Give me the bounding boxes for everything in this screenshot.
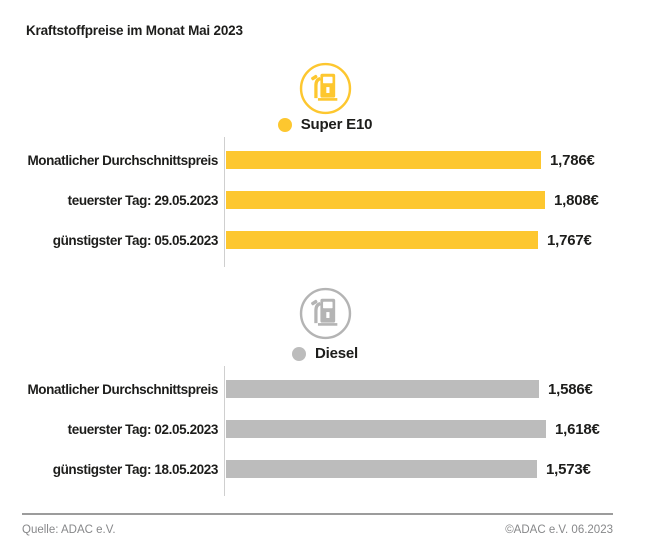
super-e10-icon-wrap (0, 62, 650, 115)
footer-divider (22, 513, 613, 515)
bar-row: günstigster Tag: 05.05.2023 1,767€ (26, 220, 650, 260)
bar-row: Monatlicher Durchschnittspreis 1,586€ (26, 369, 650, 409)
bar-value: 1,767€ (547, 231, 592, 249)
legend-label-super-e10: Super E10 (300, 116, 373, 133)
legend-dot-diesel (292, 346, 306, 361)
row-label: teuerster Tag: 02.05.2023 (67, 421, 219, 437)
bar-wrap: 1,586€ (226, 380, 593, 398)
bar (226, 460, 537, 478)
bar (226, 151, 541, 169)
bar-value: 1,573€ (546, 460, 591, 478)
bar-chart-super-e10: Monatlicher Durchschnittspreis 1,786€ te… (26, 137, 650, 267)
bar-wrap: 1,573€ (226, 460, 591, 478)
legend-diesel: Diesel (0, 345, 650, 362)
copyright-note: ©ADAC e.V. 06.2023 (505, 524, 613, 536)
legend-super-e10: Super E10 (0, 116, 650, 133)
row-label: günstigster Tag: 05.05.2023 (52, 232, 219, 248)
bar-value: 1,586€ (548, 380, 593, 398)
bar (226, 380, 539, 398)
legend-label-diesel: Diesel (315, 345, 358, 362)
page-title: Kraftstoffpreise im Monat Mai 2023 (26, 23, 243, 38)
row-label: günstigster Tag: 18.05.2023 (52, 461, 219, 477)
bar-value: 1,808€ (554, 191, 599, 209)
bar-wrap: 1,786€ (226, 151, 595, 169)
bar (226, 191, 545, 209)
row-label: teuerster Tag: 29.05.2023 (67, 192, 219, 208)
row-label: Monatlicher Durchschnittspreis (27, 381, 218, 397)
bar-wrap: 1,808€ (226, 191, 599, 209)
axis-line (224, 366, 225, 496)
bar-row: teuerster Tag: 02.05.2023 1,618€ (26, 409, 650, 449)
bar-row: Monatlicher Durchschnittspreis 1,786€ (26, 140, 650, 180)
fuel-pump-icon (299, 287, 351, 340)
fuel-pump-icon (299, 62, 351, 115)
bar-value: 1,786€ (550, 151, 595, 169)
bar-wrap: 1,767€ (226, 231, 592, 249)
bar-value: 1,618€ (555, 420, 600, 438)
axis-line (224, 137, 225, 267)
bar (226, 420, 546, 438)
bar-chart-diesel: Monatlicher Durchschnittspreis 1,586€ te… (26, 366, 650, 496)
row-label: Monatlicher Durchschnittspreis (27, 152, 218, 168)
bar-wrap: 1,618€ (226, 420, 600, 438)
bar-row: teuerster Tag: 29.05.2023 1,808€ (26, 180, 650, 220)
bar-row: günstigster Tag: 18.05.2023 1,573€ (26, 449, 650, 489)
diesel-icon-wrap (0, 287, 650, 340)
bar (226, 231, 538, 249)
source-note: Quelle: ADAC e.V. (22, 524, 116, 536)
legend-dot-super-e10 (277, 117, 292, 132)
